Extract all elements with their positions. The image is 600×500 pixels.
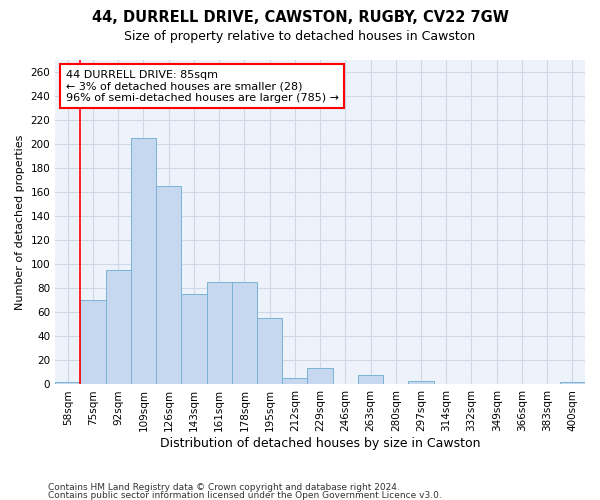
Bar [358,375,383,384]
X-axis label: Distribution of detached houses by size in Cawston: Distribution of detached houses by size … [160,437,481,450]
Bar [206,282,232,384]
Bar [106,270,131,384]
Y-axis label: Number of detached properties: Number of detached properties [15,134,25,310]
Bar [560,382,585,384]
Bar [409,381,434,384]
Text: 44, DURRELL DRIVE, CAWSTON, RUGBY, CV22 7GW: 44, DURRELL DRIVE, CAWSTON, RUGBY, CV22 … [92,10,508,25]
Bar [131,138,156,384]
Bar [156,186,181,384]
Text: Contains public sector information licensed under the Open Government Licence v3: Contains public sector information licen… [48,490,442,500]
Bar [232,282,257,384]
Text: Contains HM Land Registry data © Crown copyright and database right 2024.: Contains HM Land Registry data © Crown c… [48,484,400,492]
Bar [80,300,106,384]
Bar [282,378,307,384]
Bar [307,368,332,384]
Bar [257,318,282,384]
Bar [55,382,80,384]
Text: 44 DURRELL DRIVE: 85sqm
← 3% of detached houses are smaller (28)
96% of semi-det: 44 DURRELL DRIVE: 85sqm ← 3% of detached… [66,70,339,103]
Bar [181,294,206,384]
Text: Size of property relative to detached houses in Cawston: Size of property relative to detached ho… [124,30,476,43]
